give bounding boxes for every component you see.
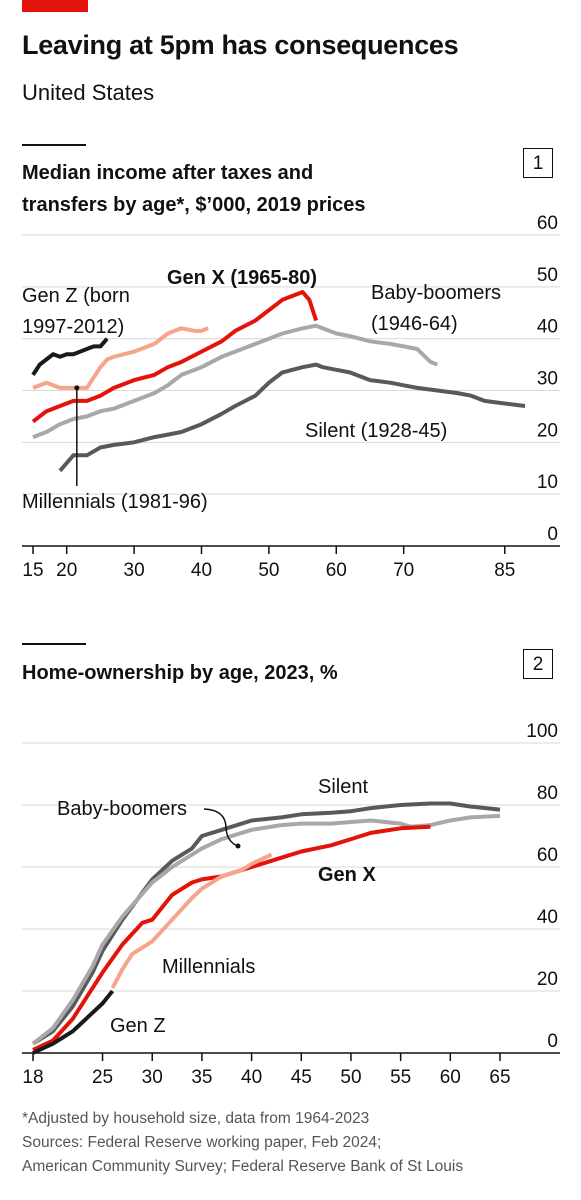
panel-1-title-line2: transfers by age*, $’000, 2019 prices: [22, 194, 366, 216]
y-tick-label: 80: [537, 783, 558, 804]
x-tick-label: 85: [494, 560, 515, 581]
panel-1-rule: [22, 144, 86, 146]
panel-2-rule: [22, 643, 86, 645]
x-tick-label: 20: [56, 560, 77, 581]
x-tick-label: 50: [340, 1067, 361, 1088]
y-tick-label: 10: [537, 472, 558, 493]
x-tick-label: 55: [390, 1067, 411, 1088]
panel-1-number: 1: [523, 148, 553, 178]
y-tick-label: 30: [537, 369, 558, 390]
x-tick-label: 45: [291, 1067, 312, 1088]
series-line-gen-x: [32, 824, 431, 1052]
x-tick-label: 15: [22, 560, 43, 581]
series-line-gen-z-born-1997-2012: [31, 337, 109, 376]
panel-1-title-line1: Median income after taxes and: [22, 162, 314, 184]
series-line-baby-boomers: [31, 813, 501, 1046]
series-line-gen-x-1965-80: [31, 290, 319, 424]
panel-2-number: 2: [523, 649, 553, 679]
footnote: *Adjusted by household size, data from 1…: [22, 1107, 463, 1179]
label-gen-x: Gen X: [318, 864, 376, 886]
y-tick-label: 0: [547, 524, 558, 545]
series-line-silent: [31, 801, 501, 1046]
brand-bar: [22, 0, 88, 12]
series-line-silent-1928-45: [58, 362, 526, 473]
page-title: Leaving at 5pm has consequences: [22, 30, 459, 60]
footnote-line-2: Sources: Federal Reserve working paper, …: [22, 1134, 382, 1151]
label-gen-z: Gen Z: [110, 1015, 166, 1037]
x-tick-label: 65: [489, 1067, 510, 1088]
baby-boomers-pointer: [203, 808, 239, 847]
panel-2-title: Home-ownership by age, 2023, %: [22, 662, 338, 684]
baby-boomers-pointer-dot: [235, 843, 241, 849]
y-tick-label: 100: [526, 721, 558, 742]
page-subtitle: United States: [22, 80, 155, 105]
label-silent: Silent (1928-45): [305, 420, 447, 442]
x-tick-label: 70: [393, 560, 414, 581]
y-tick-label: 50: [537, 265, 558, 286]
y-tick-label: 20: [537, 420, 558, 441]
y-tick-label: 0: [547, 1031, 558, 1052]
homeownership-chart: 0 20 40 60 80 100 18 25 30 35 40 45 50 55 60 65 Silent Ba…: [22, 721, 560, 1088]
x-tick-label: 60: [440, 1067, 461, 1088]
series-line-baby-boomers-1946-64: [32, 323, 439, 439]
label-gen-z-1: Gen Z (born: [22, 285, 130, 307]
annotation-dot: [74, 385, 80, 391]
label-baby-boomers-1: Baby-boomers: [371, 282, 501, 304]
y-tick-label: 40: [537, 907, 558, 928]
x-tick-label: 35: [191, 1067, 212, 1088]
x-tick-label: 30: [142, 1067, 163, 1088]
label-millennials: Millennials: [162, 956, 255, 978]
y-tick-label: 20: [537, 969, 558, 990]
footnote-line-1: *Adjusted by household size, data from 1…: [22, 1110, 370, 1127]
x-tick-label: 25: [92, 1067, 113, 1088]
label-silent: Silent: [318, 776, 368, 798]
label-gen-x: Gen X (1965-80): [167, 267, 317, 289]
x-tick-label: 18: [22, 1067, 43, 1088]
x-tick-label: 40: [241, 1067, 262, 1088]
x-tick-label: 60: [326, 560, 347, 581]
income-chart: 0 10 20 30 40 50 60 15 20 30 40 50 60 70 85 Gen X (1965…: [22, 213, 560, 581]
label-baby-boomers-2: (1946-64): [371, 313, 458, 335]
label-millennials: Millennials (1981-96): [22, 491, 208, 513]
series-line-millennials: [110, 852, 273, 989]
y-tick-label: 60: [537, 845, 558, 866]
x-tick-label: 40: [191, 560, 212, 581]
y-tick-label: 40: [537, 317, 558, 338]
series-line-millennials-1981-96: [32, 326, 209, 390]
series-line-gen-z: [32, 989, 115, 1055]
x-tick-label: 30: [124, 560, 145, 581]
footnote-line-3: American Community Survey; Federal Reser…: [22, 1158, 464, 1175]
x-tick-label: 50: [258, 560, 279, 581]
y-tick-label: 60: [537, 213, 558, 234]
label-baby-boomers: Baby-boomers: [57, 798, 187, 820]
label-gen-z-2: 1997-2012): [22, 316, 124, 338]
panel-1-title: Median income after taxes and transfers …: [22, 157, 492, 221]
